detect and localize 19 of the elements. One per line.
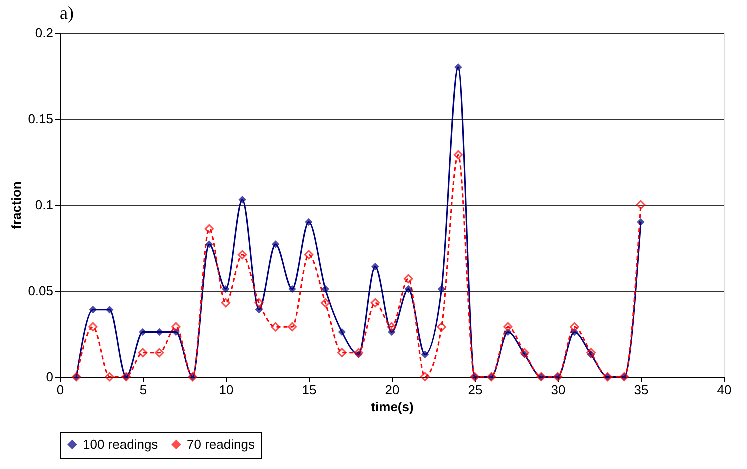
x-tick-label: 0	[56, 382, 64, 398]
x-axis-title: time(s)	[371, 400, 414, 414]
x-tick-label: 40	[717, 382, 732, 398]
x-tick-label: 15	[302, 382, 317, 398]
x-tick-label: 5	[140, 382, 148, 398]
legend-label: 100 readings	[83, 436, 159, 452]
y-axis-title: fraction	[9, 182, 24, 230]
x-tick-label: 20	[385, 382, 400, 398]
x-tick-label: 35	[634, 382, 649, 398]
x-tick-label: 25	[468, 382, 483, 398]
x-tick-label: 10	[219, 382, 234, 398]
legend-label: 70 readings	[187, 436, 256, 452]
y-tick-label: 0.05	[28, 284, 54, 298]
chart-title: a)	[60, 3, 74, 23]
y-tick-label: 0.15	[28, 112, 54, 126]
y-tick-label: 0	[46, 370, 54, 384]
x-tick-label: 30	[551, 382, 566, 398]
y-tick-label: 0.1	[35, 198, 54, 212]
y-tick-label: 0.2	[35, 26, 54, 40]
